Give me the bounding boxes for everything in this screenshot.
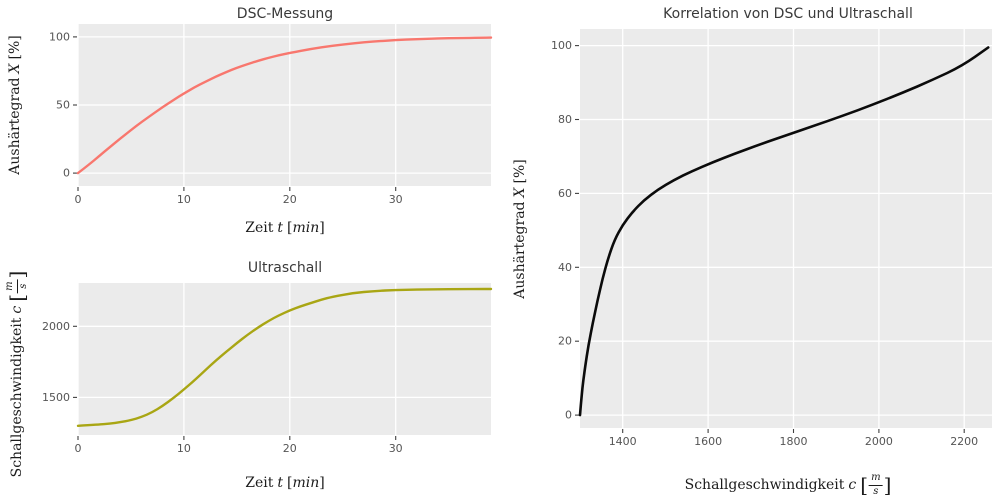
dsc-xlabel-bracket-open: [ xyxy=(287,220,293,236)
ultraschall-ylabel-prefix: Schallgeschwindigkeit xyxy=(9,317,25,478)
korrelation-y-tick-label: 20 xyxy=(558,335,572,348)
ultraschall-x-tick-label: 20 xyxy=(283,442,297,455)
ultraschall-ylabel-bracket-open: [ xyxy=(5,293,29,302)
ultraschall-chart: 0 10 20 30 1500 2000 xyxy=(42,283,493,455)
korrelation-xlabel-prefix: Schallgeschwindigkeit xyxy=(684,477,845,493)
korrelation-xaxis-label: Schallgeschwindigkeit c[m s] xyxy=(684,472,892,497)
ultraschall-title: Ultraschall xyxy=(247,260,323,276)
korrelation-ylabel-unit: % xyxy=(512,164,528,179)
ultraschall-ylabel-bracket-close: ] xyxy=(5,270,29,279)
ultraschall-xlabel-unit: min xyxy=(292,475,320,491)
ultraschall-xaxis-label: Zeit t [min] xyxy=(245,475,324,491)
dsc-x-tick-label: 30 xyxy=(389,193,403,206)
korrelation-ylabel-bracket-close: ] xyxy=(512,159,528,165)
dsc-yaxis-label: Aushärtegrad X [%] xyxy=(7,35,23,174)
dsc-chart: 0 10 20 30 0 50 100 xyxy=(49,24,493,206)
ultraschall-panel-background xyxy=(78,283,491,435)
korrelation-x-tick-label: 2200 xyxy=(950,435,978,448)
dsc-x-tick-label: 0 xyxy=(75,193,82,206)
dsc-xlabel-bracket-close: ] xyxy=(319,220,325,236)
dsc-xlabel-prefix: Zeit xyxy=(245,220,274,236)
ultraschall-yaxis-label: Schallgeschwindigkeit c [m s] xyxy=(4,270,29,478)
dsc-ylabel-bracket-open: [ xyxy=(7,54,23,60)
ultraschall-ylabel-unit-numerator: m xyxy=(4,279,18,293)
dsc-x-tick-label: 10 xyxy=(177,193,191,206)
ultraschall-xlabel-variable: t xyxy=(277,475,284,491)
dsc-ylabel-unit: % xyxy=(7,40,23,55)
dsc-ylabel-variable: X xyxy=(7,63,23,74)
dsc-y-tick-label: 0 xyxy=(63,167,70,180)
korrelation-xlabel-bracket-open: [ xyxy=(860,473,869,497)
dsc-xaxis-label: Zeit t [min] xyxy=(245,220,324,236)
ultraschall-ylabel-unit-denominator: s xyxy=(17,283,29,289)
korrelation-panel-background xyxy=(580,29,992,428)
dsc-ylabel-bracket-close: ] xyxy=(7,35,23,41)
dsc-y-tick-label: 100 xyxy=(49,30,70,43)
korrelation-title: Korrelation von DSC und Ultraschall xyxy=(663,6,913,22)
dsc-ylabel-prefix: Aushärtegrad xyxy=(7,77,23,175)
dsc-data-line xyxy=(76,36,493,175)
dsc-title: DSC-Messung xyxy=(236,6,334,22)
korrelation-xlabel-unit-numerator: m xyxy=(869,472,883,486)
korrelation-y-tick-label: 40 xyxy=(558,261,572,274)
ultraschall-ylabel-variable: c xyxy=(9,305,25,314)
ultraschall-data-line xyxy=(76,287,493,427)
ultraschall-x-tick-label: 0 xyxy=(75,442,82,455)
korrelation-x-tick-label: 1800 xyxy=(780,435,808,448)
korrelation-y-tick-label: 80 xyxy=(558,113,572,126)
korrelation-chart: 1400 1600 1800 2000 2200 0 20 40 60 80 100 xyxy=(551,29,992,448)
korrelation-x-tick-label: 2000 xyxy=(865,435,893,448)
korrelation-ylabel-prefix: Aushärtegrad xyxy=(512,201,528,299)
korrelation-y-tick-label: 100 xyxy=(551,39,572,52)
korrelation-y-tick-label: 0 xyxy=(565,409,572,422)
ultraschall-x-tick-label: 10 xyxy=(177,442,191,455)
ultraschall-y-tick-label: 2000 xyxy=(42,320,70,333)
ultraschall-x-tick-label: 30 xyxy=(389,442,403,455)
dsc-y-tick-label: 50 xyxy=(56,99,70,112)
ultraschall-xlabel-bracket-open: [ xyxy=(287,475,293,491)
korrelation-ylabel-variable: X xyxy=(512,187,528,198)
dsc-x-tick-label: 20 xyxy=(283,193,297,206)
korrelation-y-tick-label: 60 xyxy=(558,187,572,200)
korrelation-yaxis-label: Aushärtegrad X [%] xyxy=(512,159,528,298)
korrelation-xlabel-unit-denominator: s xyxy=(873,485,879,497)
korrelation-xlabel-variable: c xyxy=(848,477,857,493)
ultraschall-xlabel-prefix: Zeit xyxy=(245,475,274,491)
ultraschall-xlabel-bracket-close: ] xyxy=(319,475,325,491)
dsc-xlabel-unit: min xyxy=(292,220,320,236)
ultraschall-y-tick-label: 1500 xyxy=(42,391,70,404)
korrelation-ylabel-bracket-open: [ xyxy=(512,178,528,184)
korrelation-data-line xyxy=(578,46,990,417)
korrelation-xlabel-bracket-close: ] xyxy=(883,473,892,497)
dsc-xlabel-variable: t xyxy=(277,220,284,236)
korrelation-x-tick-label: 1400 xyxy=(609,435,637,448)
korrelation-x-tick-label: 1600 xyxy=(694,435,722,448)
